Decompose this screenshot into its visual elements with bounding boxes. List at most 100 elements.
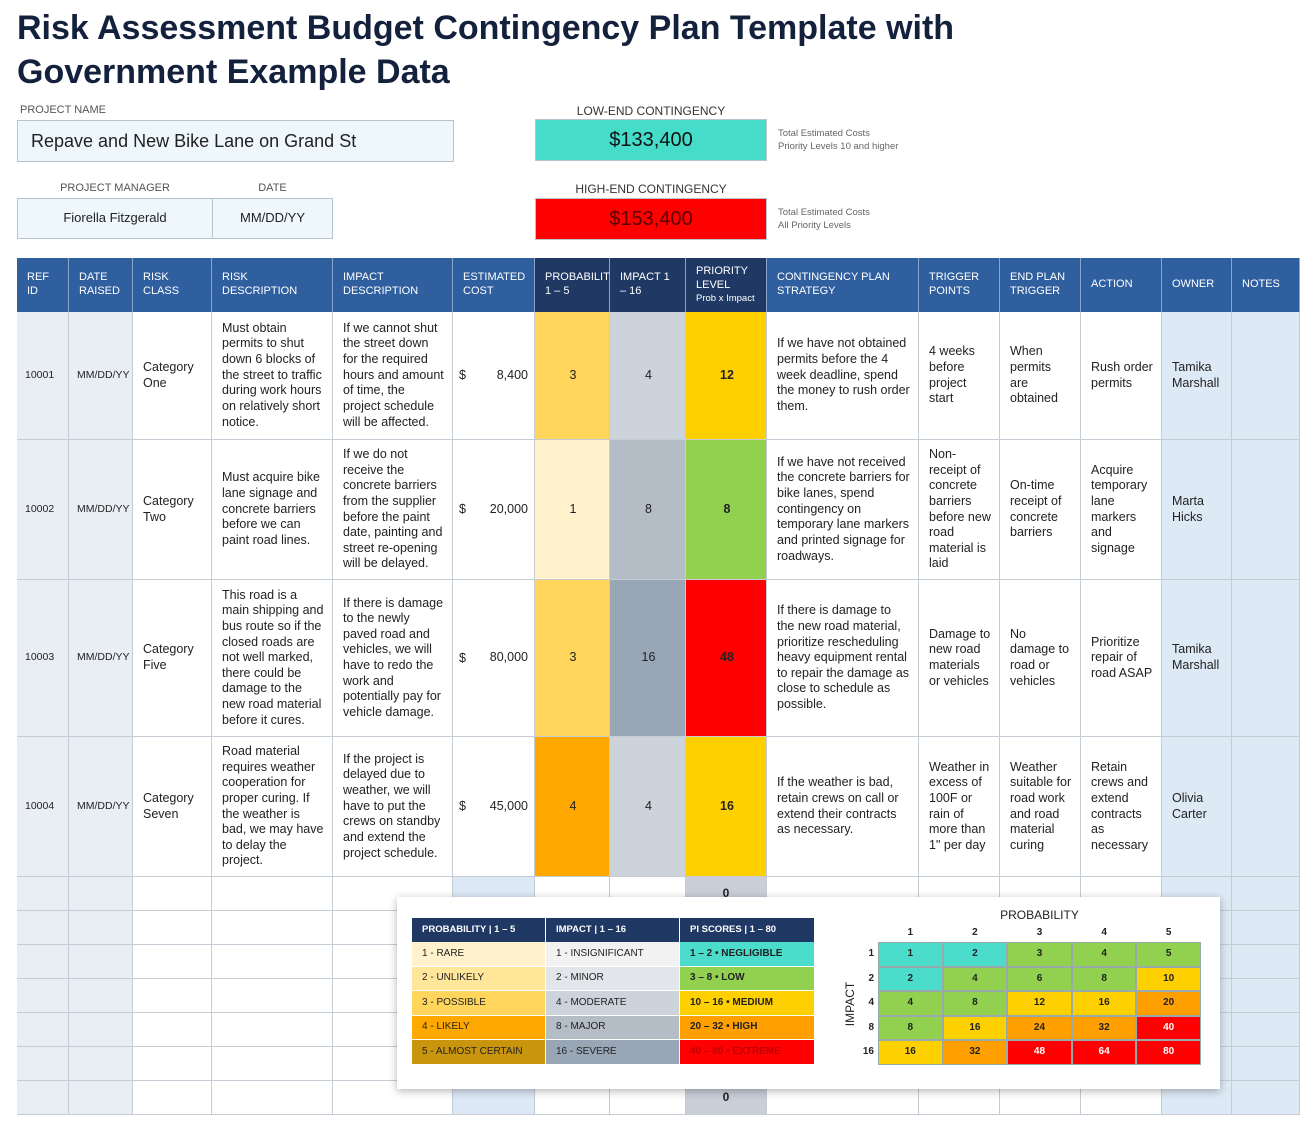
contingency-label: LOW-END CONTINGENCY bbox=[576, 104, 726, 118]
table-cell: 16 bbox=[686, 737, 767, 877]
table-cell: 4 bbox=[535, 737, 610, 877]
matrix-cell: 32 bbox=[1071, 1015, 1137, 1041]
table-cell: This road is a main shipping and bus rou… bbox=[212, 580, 333, 737]
table-cell bbox=[69, 1013, 133, 1047]
table-cell: If there is damage to the newly paved ro… bbox=[333, 580, 453, 737]
matrix-row-head: 2 bbox=[868, 972, 874, 984]
legend-item: 5 - ALMOST CERTAIN bbox=[412, 1040, 546, 1065]
table-cell bbox=[17, 877, 69, 911]
column-header: PROBABILITY 1 – 5 bbox=[535, 258, 617, 312]
table-cell bbox=[133, 911, 212, 945]
legend-item: 4 - MODERATE bbox=[546, 991, 680, 1016]
table-cell: On-time receipt of concrete barriers bbox=[1000, 440, 1081, 580]
table-cell bbox=[1232, 979, 1300, 1013]
header-note: Prob x Impact bbox=[696, 292, 755, 304]
column-header: IMPACT 1 – 16 bbox=[610, 258, 686, 312]
matrix-cell: 4 bbox=[942, 966, 1008, 992]
table-cell: If we have not received the concrete bar… bbox=[767, 440, 919, 580]
table-cell: 16 bbox=[610, 580, 686, 737]
table-cell: Must acquire bike lane signage and concr… bbox=[212, 440, 333, 580]
table-cell: Category Two bbox=[133, 440, 212, 580]
table-cell: Prioritize repair of road ASAP bbox=[1081, 580, 1162, 737]
table-cell: Acquire temporary lane markers and signa… bbox=[1081, 440, 1162, 580]
column-header: NOTES bbox=[1232, 258, 1300, 312]
table-cell: Olivia Carter bbox=[1162, 737, 1232, 877]
table-cell: Rush order permits bbox=[1081, 312, 1162, 440]
table-cell bbox=[212, 945, 333, 979]
matrix-cell: 4 bbox=[1071, 942, 1137, 967]
field-label: PROJECT NAME bbox=[20, 104, 106, 116]
legend-item: 8 - MAJOR bbox=[546, 1015, 680, 1041]
contingency-note: Total Estimated Costs bbox=[778, 207, 870, 218]
table-cell: MM/DD/YY bbox=[69, 580, 133, 737]
table-cell: 4 weeks before project start bbox=[919, 312, 1000, 440]
table-cell: MM/DD/YY bbox=[69, 737, 133, 877]
contingency-note: Priority Levels 10 and higher bbox=[778, 141, 899, 152]
matrix-column-head: 4 bbox=[1101, 926, 1107, 938]
field-label: PROJECT MANAGER bbox=[60, 182, 170, 194]
table-cell: 8 bbox=[686, 440, 767, 580]
matrix-cell: 4 bbox=[878, 991, 943, 1016]
legend-item: 3 – 8 • LOW bbox=[680, 966, 815, 992]
table-cell: Non-receipt of concrete barriers before … bbox=[919, 440, 1000, 580]
legend-header: IMPACT | 1 – 16 bbox=[546, 918, 680, 942]
table-cell bbox=[1232, 1013, 1300, 1047]
contingency-note: All Priority Levels bbox=[778, 220, 851, 231]
contingency-label: HIGH-END CONTINGENCY bbox=[575, 182, 727, 196]
legend-item: 16 - SEVERE bbox=[546, 1040, 680, 1065]
column-header: ESTIMATED COST bbox=[453, 258, 535, 312]
table-cell: 1 bbox=[535, 440, 610, 580]
legend-item: 2 - UNLIKELY bbox=[412, 966, 546, 992]
table-cell bbox=[69, 1047, 133, 1081]
column-header: OWNER bbox=[1162, 258, 1232, 312]
table-cell: Tamika Marshall bbox=[1162, 312, 1232, 440]
project-name: Repave and New Bike Lane on Grand St bbox=[17, 120, 454, 162]
table-cell: If we do not receive the concrete barrie… bbox=[333, 440, 453, 580]
table-cell bbox=[1232, 911, 1300, 945]
table-cell: 3 bbox=[535, 580, 610, 737]
legend-item: 2 - MINOR bbox=[546, 966, 680, 992]
table-cell: 10004 bbox=[17, 737, 69, 877]
table-cell bbox=[212, 1081, 333, 1115]
column-header: RISK DESCRIPTION bbox=[212, 258, 333, 312]
matrix-row-head: 1 bbox=[868, 948, 874, 960]
legend-item: 1 – 2 • NEGLIGIBLE bbox=[680, 942, 815, 967]
table-cell: Road material requires weather cooperati… bbox=[212, 737, 333, 877]
matrix-cell: 8 bbox=[942, 991, 1008, 1016]
table-cell bbox=[1232, 1081, 1300, 1115]
table-cell bbox=[17, 1081, 69, 1115]
table-cell bbox=[17, 911, 69, 945]
table-cell: No damage to road or vehicles bbox=[1000, 580, 1081, 737]
column-header: END PLAN TRIGGER bbox=[1000, 258, 1081, 312]
table-cell bbox=[212, 1013, 333, 1047]
matrix-cell: 32 bbox=[942, 1040, 1008, 1065]
column-header: TRIGGER POINTS bbox=[919, 258, 1000, 312]
table-cell: 8 bbox=[610, 440, 686, 580]
table-cell: 10001 bbox=[17, 312, 69, 440]
table-cell bbox=[1232, 312, 1300, 440]
table-cell bbox=[133, 1081, 212, 1115]
column-header: REF ID bbox=[17, 258, 69, 312]
column-header: DATE RAISED bbox=[69, 258, 133, 312]
table-cell bbox=[1232, 1047, 1300, 1081]
legend-item: 40 – 80 • EXTREME bbox=[680, 1040, 815, 1065]
matrix-column-head: 3 bbox=[1036, 926, 1043, 938]
table-cell bbox=[69, 945, 133, 979]
table-cell bbox=[69, 877, 133, 911]
table-cell bbox=[17, 1047, 69, 1081]
matrix-cell: 48 bbox=[1007, 1040, 1072, 1065]
table-cell: If we have not obtained permits before t… bbox=[767, 312, 919, 440]
matrix-cell: 16 bbox=[878, 1040, 943, 1065]
table-cell: If we cannot shut the street down for th… bbox=[333, 312, 453, 440]
table-cell: 20,000 bbox=[453, 440, 535, 580]
column-header: IMPACT DESCRIPTION bbox=[333, 258, 453, 312]
table-cell: If the project is delayed due to weather… bbox=[333, 737, 453, 877]
page-title: Risk Assessment Budget Contingency Plan … bbox=[17, 9, 955, 91]
table-cell bbox=[133, 877, 212, 911]
table-cell: Weather suitable for road work and road … bbox=[1000, 737, 1081, 877]
legend-item: 1 - RARE bbox=[412, 942, 546, 967]
matrix-column-head: 2 bbox=[972, 926, 978, 938]
matrix-cell: 8 bbox=[1071, 966, 1137, 992]
matrix-cell: 16 bbox=[1071, 991, 1137, 1016]
